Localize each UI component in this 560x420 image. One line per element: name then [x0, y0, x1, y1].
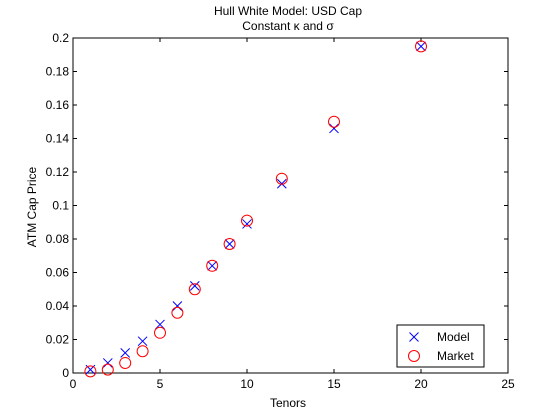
model-point	[242, 219, 252, 229]
market-point	[223, 238, 236, 251]
market-point	[328, 115, 340, 128]
legend-model-x-icon	[409, 332, 419, 342]
y-tick-label: 0	[62, 366, 69, 380]
legend-market-marker	[408, 350, 420, 362]
legend-market-circle-icon	[408, 350, 420, 362]
legend-model-label: Model	[437, 330, 470, 344]
y-axis-ticks: 0 0.02 0.04 0.06 0.08 0.1 0.12 0.14 0.16 0.18 0.2	[46, 31, 508, 380]
x-tick-label: 10	[240, 377, 254, 391]
y-tick-label: 0.06	[46, 266, 70, 280]
market-point	[171, 306, 184, 319]
y-tick-label: 0.04	[46, 299, 70, 313]
x-tick-label: 0	[70, 377, 77, 391]
market-point	[188, 283, 201, 296]
model-point	[137, 336, 148, 347]
plot-area	[72, 37, 509, 374]
model-point	[102, 358, 113, 368]
market-point	[101, 363, 114, 376]
x-axis-ticks: 0 5 10 15 20 25	[70, 38, 515, 391]
y-tick-label: 0.1	[52, 199, 69, 213]
model-point	[329, 123, 339, 134]
x-tick-label: 5	[157, 377, 164, 391]
y-tick-label: 0.14	[46, 132, 70, 146]
market-point	[206, 259, 219, 272]
model-point	[155, 319, 165, 330]
chart-subtitle: Constant κ and σ	[242, 19, 334, 33]
market-point	[154, 326, 166, 339]
x-axis-label: Tenors	[270, 396, 306, 410]
x-tick-label: 25	[501, 377, 515, 391]
y-tick-label: 0.12	[46, 165, 70, 179]
model-point	[416, 41, 426, 52]
market-point	[241, 214, 253, 227]
model-point	[224, 239, 235, 249]
model-point	[189, 281, 200, 291]
market-point	[275, 172, 288, 185]
model-point	[207, 260, 218, 271]
y-tick-label: 0.16	[46, 98, 70, 112]
legend-market-label: Market	[437, 349, 474, 363]
model-point	[120, 348, 131, 358]
y-tick-label: 0.2	[52, 31, 69, 45]
y-axis-label: ATM Cap Price	[25, 166, 39, 247]
market-point	[84, 365, 97, 378]
series-model	[85, 41, 426, 375]
model-point	[172, 301, 183, 311]
legend-model-marker	[409, 332, 419, 342]
market-point	[136, 345, 149, 358]
y-tick-label: 0.02	[46, 333, 70, 347]
legend: Model Market	[396, 324, 485, 368]
series-market	[84, 40, 427, 378]
chart-title: Hull White Model: USD Cap	[214, 4, 362, 18]
market-point	[415, 40, 427, 53]
legend-box	[396, 324, 485, 368]
x-tick-label: 15	[327, 377, 341, 391]
y-tick-label: 0.18	[46, 65, 70, 79]
y-tick-label: 0.08	[46, 232, 70, 246]
market-point	[119, 356, 132, 369]
x-tick-label: 20	[414, 377, 428, 391]
